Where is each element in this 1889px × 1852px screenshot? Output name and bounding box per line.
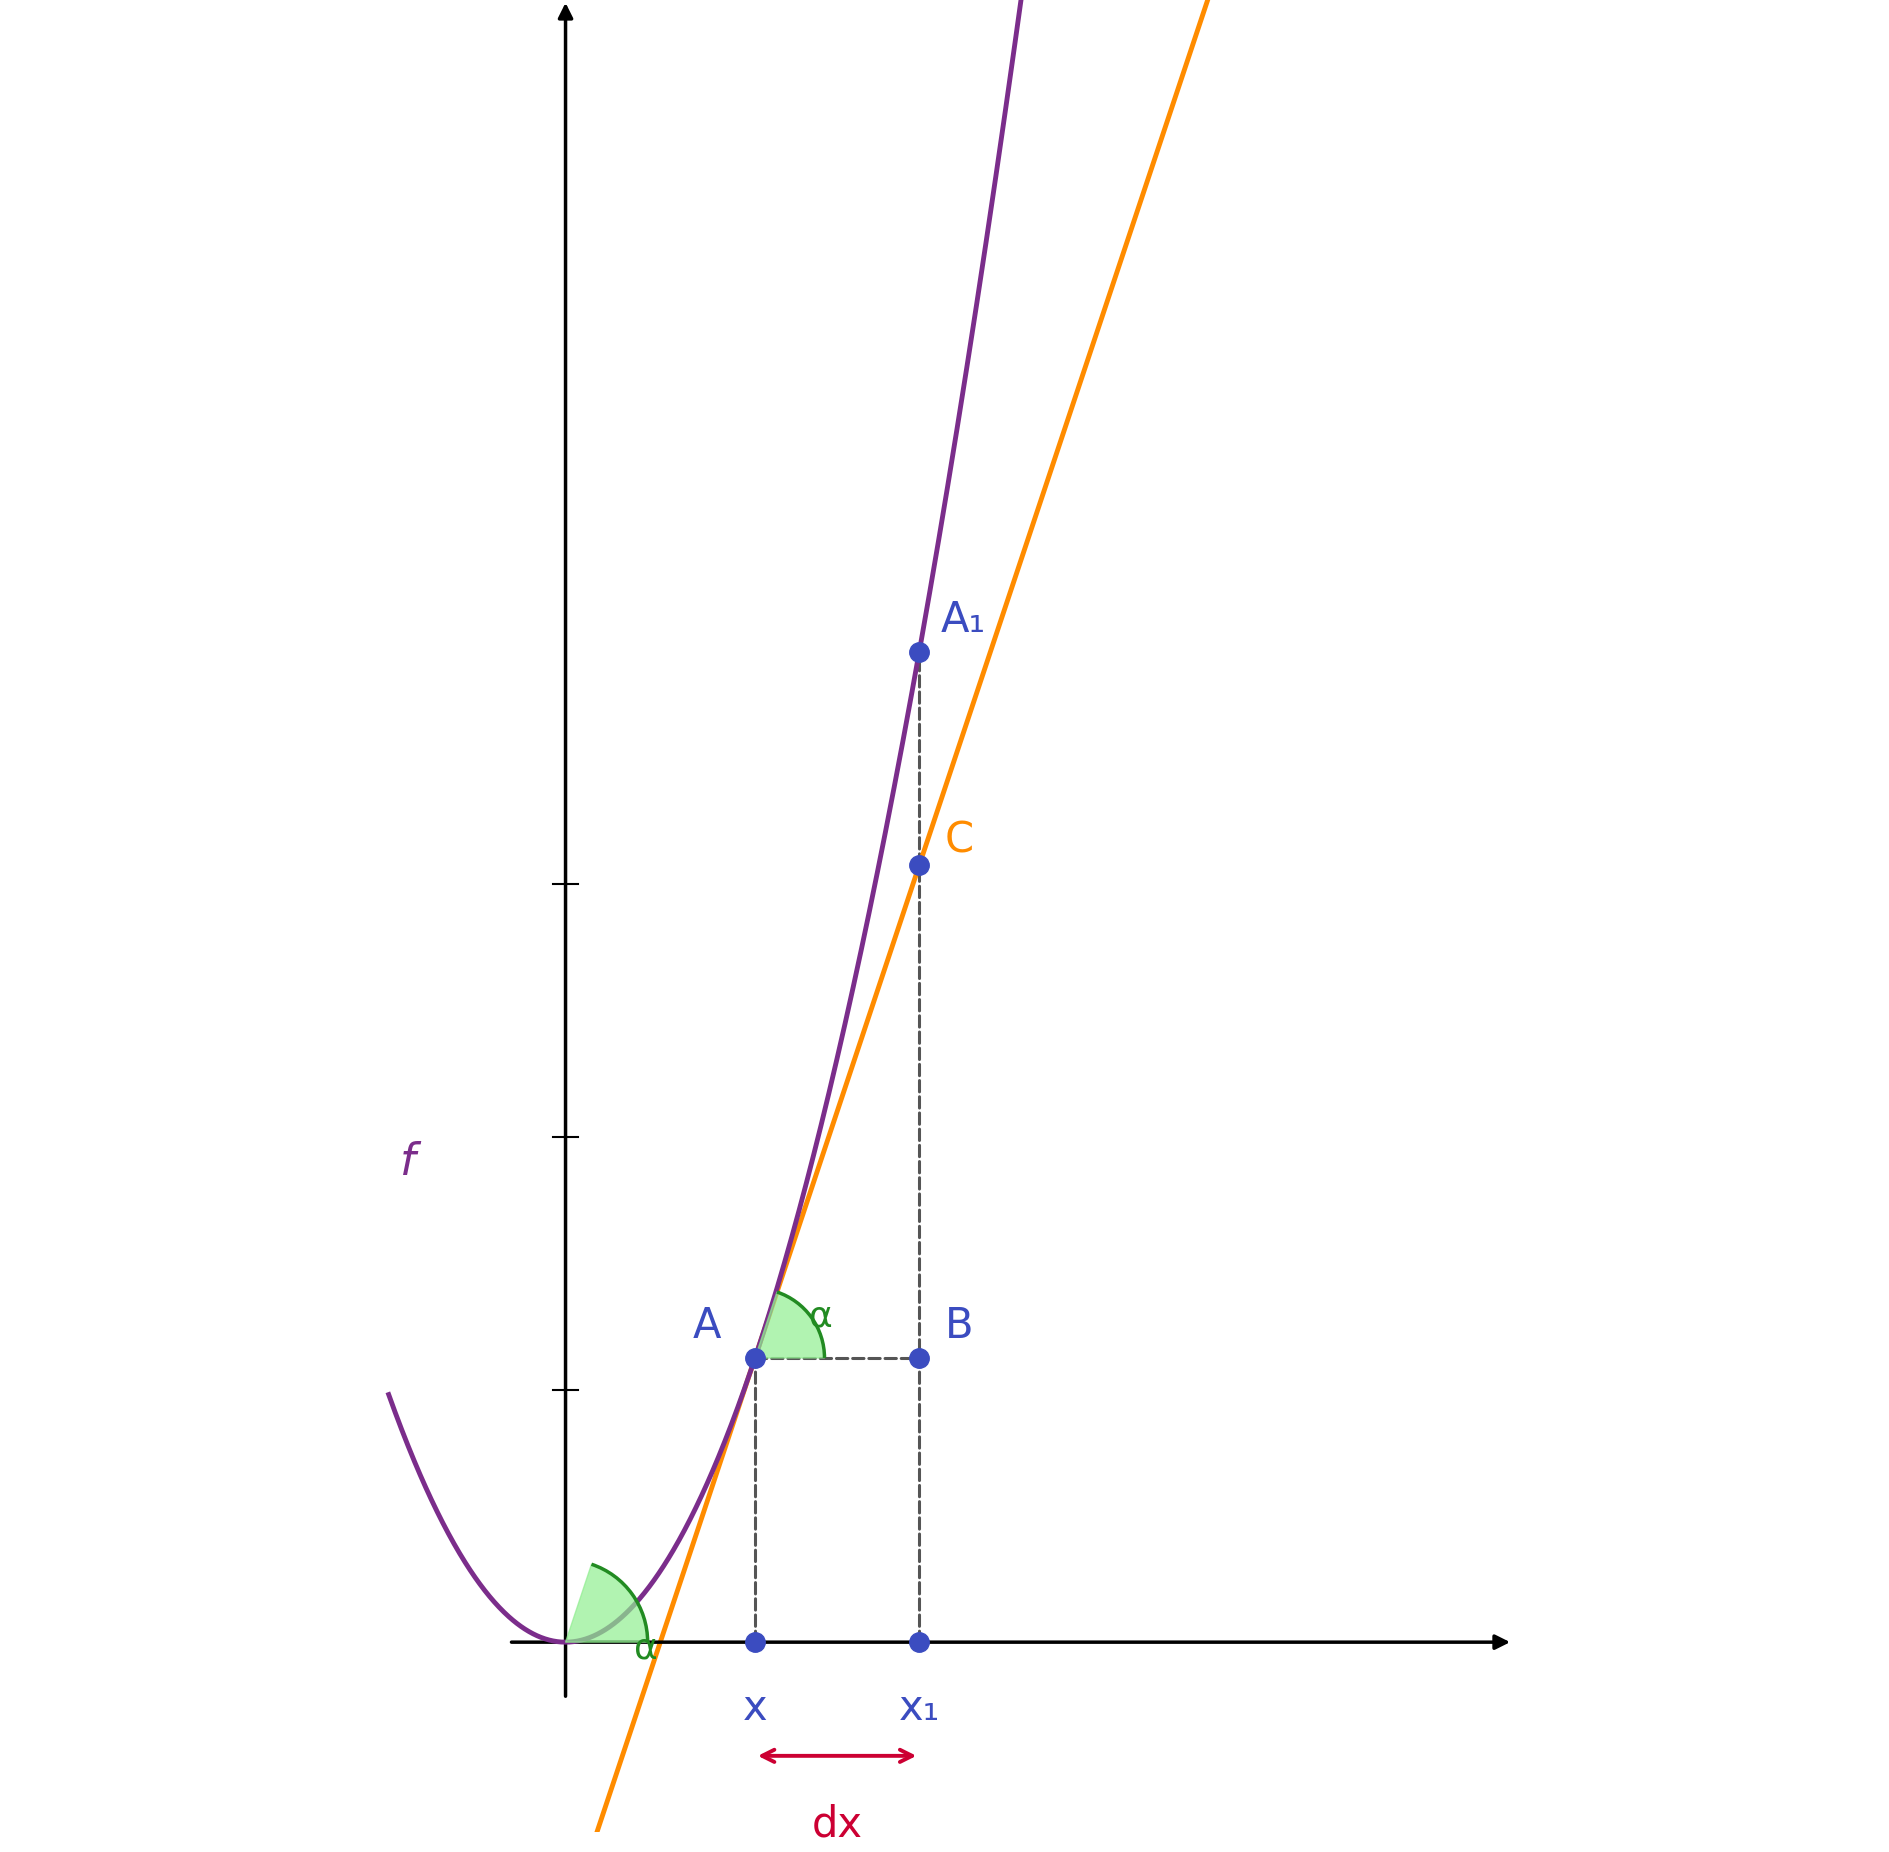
Text: f: f xyxy=(400,1141,416,1183)
Text: A₁: A₁ xyxy=(941,600,986,641)
Text: C: C xyxy=(944,819,975,861)
Text: dx: dx xyxy=(812,1804,863,1846)
Polygon shape xyxy=(565,1565,648,1643)
Text: x: x xyxy=(742,1687,767,1730)
Text: A: A xyxy=(693,1306,722,1348)
Text: α: α xyxy=(635,1632,657,1665)
Text: α: α xyxy=(808,1300,833,1333)
Text: x₁: x₁ xyxy=(899,1687,941,1730)
Polygon shape xyxy=(756,1293,824,1358)
Text: B: B xyxy=(944,1306,975,1348)
